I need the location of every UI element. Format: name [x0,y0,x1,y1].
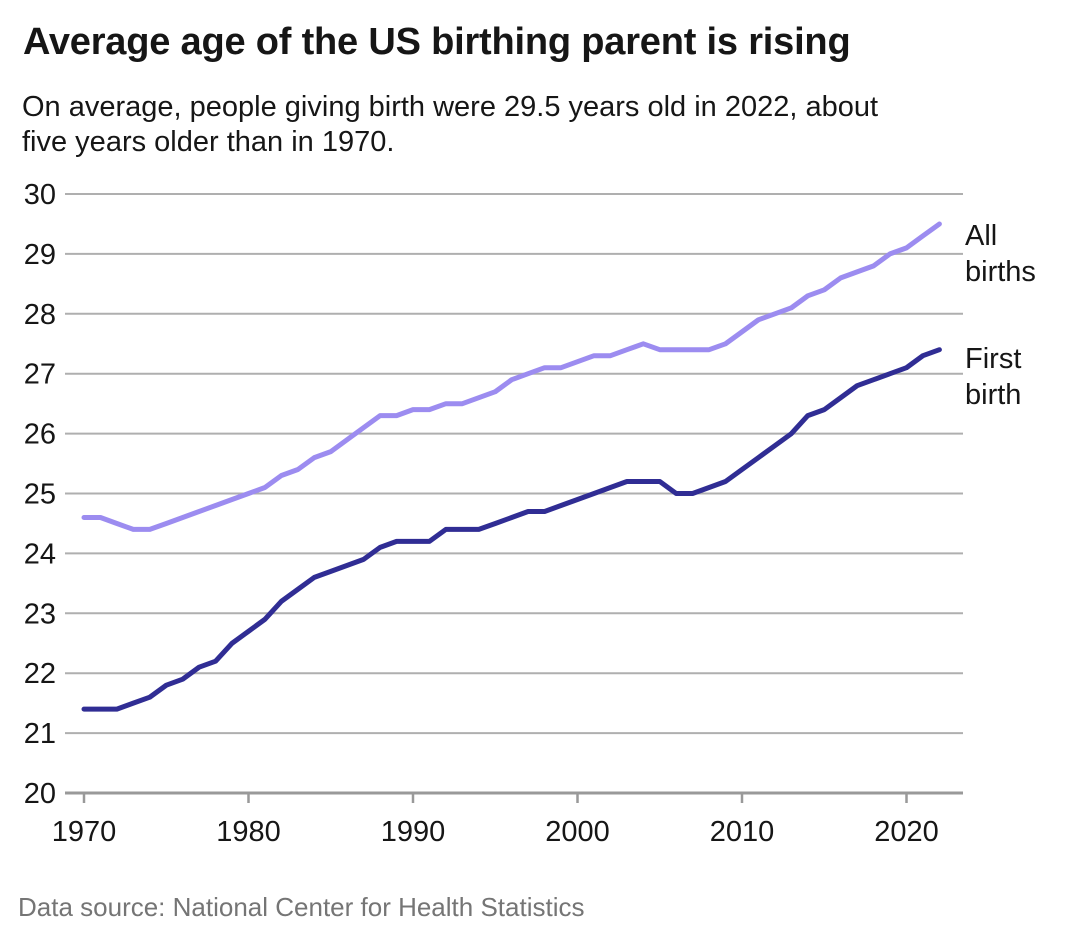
x-tick-label: 1970 [52,816,117,848]
chart-subtitle-line-2: five years older than in 1970. [22,126,395,158]
y-tick-label: 29 [24,239,56,271]
series-label-all-births: All births [965,220,1036,288]
y-tick-label: 24 [24,538,56,570]
x-tick-label: 2010 [710,816,775,848]
x-tick-label: 1990 [381,816,446,848]
y-tick-label: 22 [24,658,56,690]
chart-title: Average age of the US birthing parent is… [23,21,851,63]
y-tick-label: 26 [24,419,56,451]
x-tick-label: 2000 [545,816,610,848]
y-tick-label: 25 [24,479,56,511]
y-tick-label: 20 [24,778,56,810]
y-tick-label: 28 [24,299,56,331]
chart-subtitle-line-1: On average, people giving birth were 29.… [22,91,879,123]
x-tick-label: 2020 [874,816,939,848]
y-tick-label: 30 [24,179,56,211]
y-tick-label: 21 [24,718,56,750]
chart-subtitle: On average, people giving birth were 29.… [22,90,1062,160]
x-tick-label: 1980 [216,816,281,848]
series-label-first-birth: First birth [965,343,1022,411]
y-tick-label: 27 [24,359,56,391]
data-source-note: Data source: National Center for Health … [18,892,585,922]
data-line-all-births [81,221,942,532]
y-tick-label: 23 [24,598,56,630]
data-line-first-birth [81,347,942,712]
